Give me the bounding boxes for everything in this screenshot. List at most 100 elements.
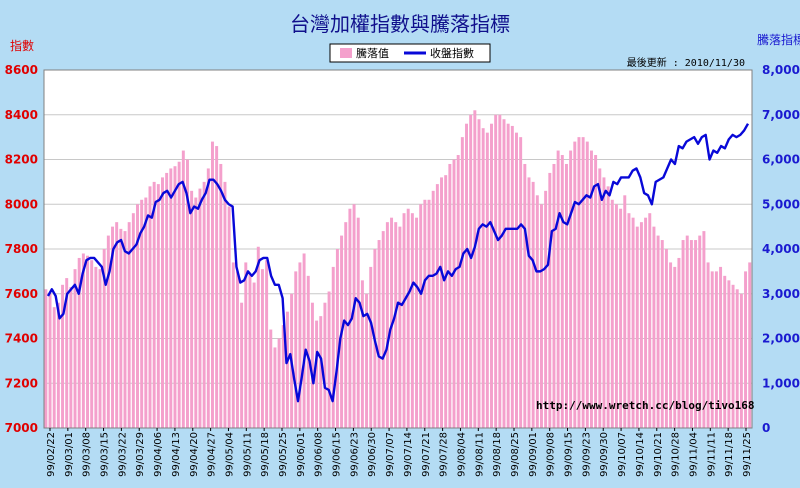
bar — [706, 262, 710, 428]
right-tick-label: 2,000 — [762, 332, 800, 346]
bar — [469, 114, 473, 428]
x-tick-label: 99/06/01 — [296, 432, 307, 477]
bar — [90, 260, 94, 428]
bar — [485, 132, 489, 428]
x-tick-label: 99/03/15 — [100, 432, 111, 477]
x-tick-label: 99/08/25 — [510, 432, 521, 477]
bar — [556, 150, 560, 429]
x-tick-label: 99/04/06 — [153, 432, 164, 477]
left-tick-label: 7000 — [5, 421, 38, 435]
x-tick-label: 99/10/21 — [653, 432, 664, 477]
x-tick-label: 99/03/01 — [64, 432, 75, 477]
bar — [598, 168, 602, 428]
bar — [315, 320, 319, 428]
bar — [252, 282, 256, 428]
bar — [152, 181, 156, 429]
x-tick-label: 99/06/30 — [367, 432, 378, 477]
bar — [714, 271, 718, 429]
bar — [161, 177, 164, 428]
bar — [502, 119, 506, 428]
bar — [198, 188, 202, 428]
bar — [61, 284, 65, 428]
bar — [710, 271, 714, 429]
left-tick-label: 8000 — [5, 197, 38, 211]
bar — [219, 163, 223, 428]
x-tick-label: 99/05/18 — [260, 432, 271, 477]
x-tick-label: 99/09/23 — [581, 432, 592, 477]
left-axis-label: 指數 — [10, 38, 34, 53]
bar — [552, 163, 556, 428]
bar — [519, 137, 523, 429]
bar — [581, 137, 585, 429]
bar — [352, 204, 356, 428]
bar — [427, 199, 431, 428]
bar — [444, 175, 448, 428]
bar — [635, 226, 639, 429]
bar — [448, 163, 452, 428]
bar — [177, 161, 181, 429]
x-tick-label: 99/06/15 — [332, 432, 343, 477]
bar — [681, 240, 685, 428]
bar — [348, 208, 352, 428]
bar-series — [44, 110, 752, 429]
right-axis-label: 騰落指標 — [757, 32, 800, 47]
bar — [531, 181, 535, 429]
x-tick-label: 99/06/08 — [314, 432, 325, 477]
x-tick-label: 99/05/25 — [278, 432, 289, 477]
bar — [210, 141, 214, 428]
bar — [65, 278, 69, 428]
x-tick-label: 99/05/11 — [242, 432, 253, 477]
x-tick-label: 99/10/14 — [635, 432, 646, 477]
left-tick-label: 7200 — [5, 376, 38, 390]
right-tick-label: 4,000 — [762, 242, 800, 256]
bar — [527, 177, 531, 428]
bar — [86, 255, 90, 428]
bar — [698, 235, 702, 428]
bar — [77, 257, 81, 428]
bar — [148, 186, 152, 428]
bar — [244, 262, 248, 428]
bar — [510, 125, 514, 428]
bar — [369, 266, 373, 428]
x-tick-label: 99/11/11 — [706, 432, 717, 477]
bar — [394, 222, 398, 428]
bar — [589, 150, 593, 429]
bar — [639, 222, 643, 428]
bar — [569, 150, 573, 429]
bar — [356, 217, 360, 428]
bar — [544, 190, 548, 428]
bar — [540, 204, 543, 428]
watermark-url: http://www.wretch.cc/blog/tivo168 — [536, 399, 755, 412]
bar — [452, 159, 456, 428]
left-tick-label: 7600 — [5, 287, 38, 301]
bar — [173, 166, 177, 428]
right-tick-label: 6,000 — [762, 153, 800, 167]
x-tick-label: 99/11/25 — [742, 432, 753, 477]
bar — [481, 128, 485, 428]
bar — [602, 177, 606, 428]
bar — [419, 204, 423, 428]
bar — [94, 266, 98, 428]
x-tick-label: 99/09/30 — [599, 432, 610, 477]
bar — [648, 213, 652, 428]
bar — [331, 266, 335, 428]
x-tick-label: 99/04/20 — [189, 432, 200, 477]
legend: 騰落值 收盤指數 — [329, 43, 491, 63]
bar — [302, 253, 306, 428]
bar — [360, 280, 364, 428]
right-tick-label: 8,000 — [762, 63, 800, 77]
bar — [123, 231, 127, 428]
bar — [281, 325, 285, 428]
bar — [410, 213, 414, 428]
bar — [385, 222, 389, 428]
bar — [460, 137, 464, 429]
bar — [365, 293, 369, 428]
x-tick-label: 99/08/04 — [456, 432, 467, 477]
bar — [202, 181, 206, 429]
bar — [523, 163, 527, 428]
bar — [669, 262, 673, 428]
x-tick-label: 99/10/07 — [617, 432, 628, 477]
bar — [402, 213, 406, 428]
bar — [535, 195, 539, 428]
